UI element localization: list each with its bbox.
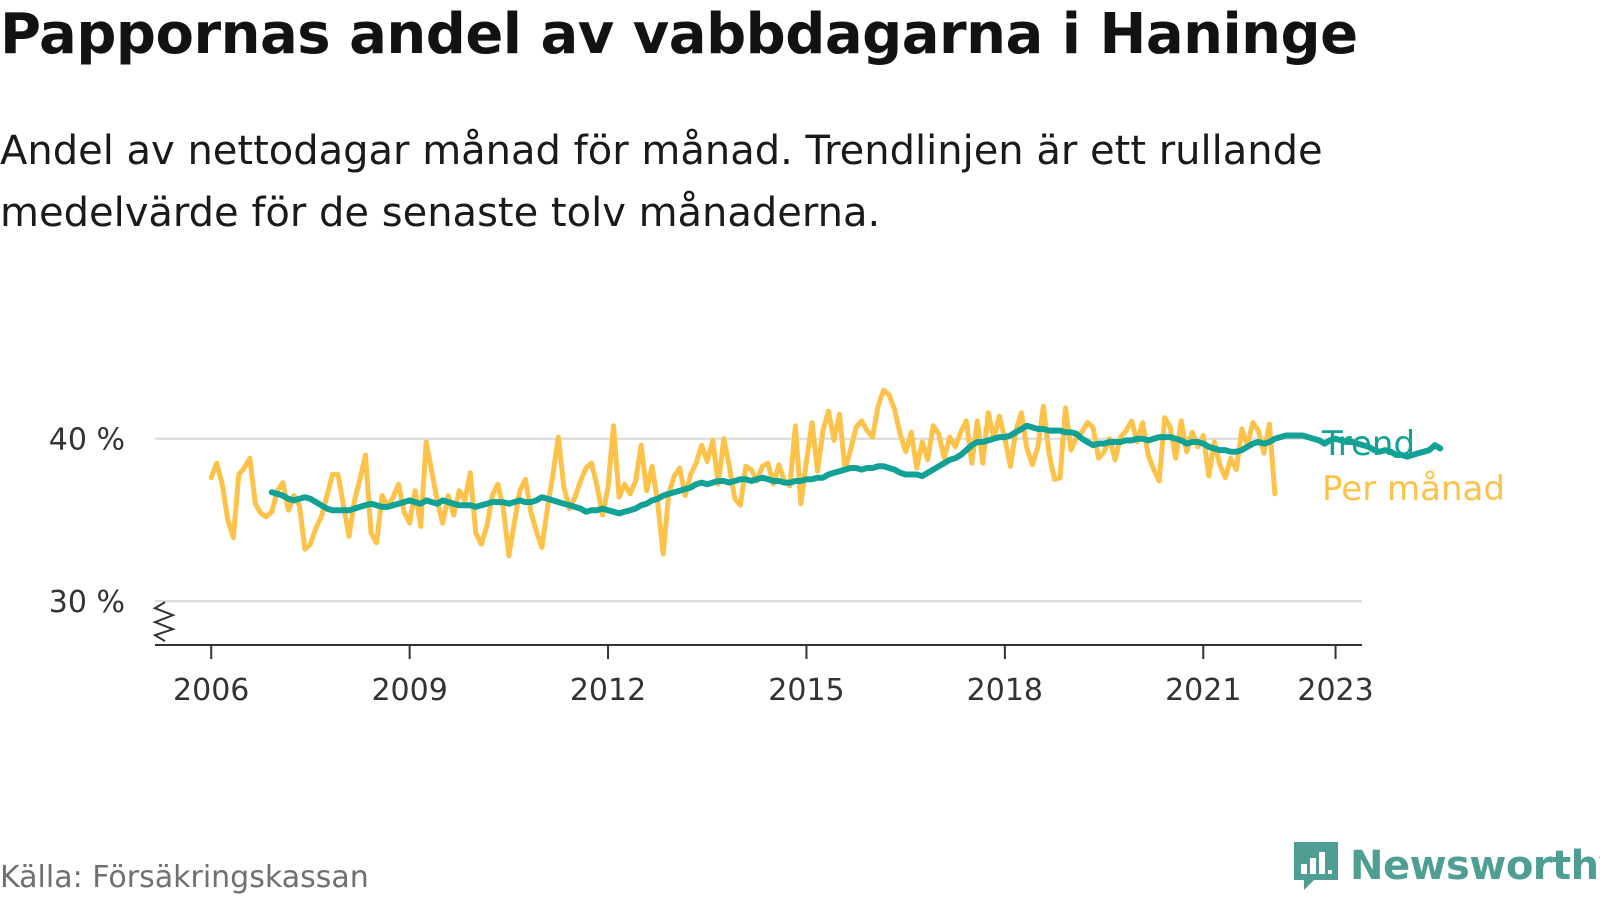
trend-series-line bbox=[268, 422, 1444, 517]
chart-subtitle: Andel av nettodagar månad för månad. Tre… bbox=[0, 128, 1323, 236]
monthly-series-line bbox=[208, 387, 1278, 559]
line-chart: 30 % 40 % 2006 2009 2012 2015 2018 2021 2023 Per … bbox=[49, 387, 1505, 708]
legend-trend-label: Trend bbox=[1321, 424, 1415, 464]
x-tick-label: 2012 bbox=[570, 673, 646, 708]
legend-monthly-label: Per månad bbox=[1322, 469, 1505, 509]
y-tick-label: 40 % bbox=[49, 423, 125, 458]
axis-break-icon bbox=[152, 601, 176, 643]
x-tick-label: 2021 bbox=[1165, 673, 1241, 708]
x-tick-label: 2018 bbox=[967, 673, 1043, 708]
chart-title: Pappornas andel av vabbdagarna i Haninge bbox=[0, 2, 1358, 67]
x-tick-label: 2009 bbox=[371, 673, 447, 708]
x-tick-label: 2015 bbox=[768, 673, 844, 708]
x-tick-label: 2006 bbox=[173, 673, 249, 708]
brand-name: Newsworthy bbox=[1350, 843, 1600, 889]
brand-logo: Newsworthy bbox=[1292, 840, 1600, 892]
newsworthy-logo-icon bbox=[1294, 842, 1338, 890]
source-note: Källa: Försäkringskassan bbox=[0, 860, 369, 895]
x-tick-label: 2023 bbox=[1297, 673, 1373, 708]
y-tick-label: 30 % bbox=[49, 585, 125, 620]
